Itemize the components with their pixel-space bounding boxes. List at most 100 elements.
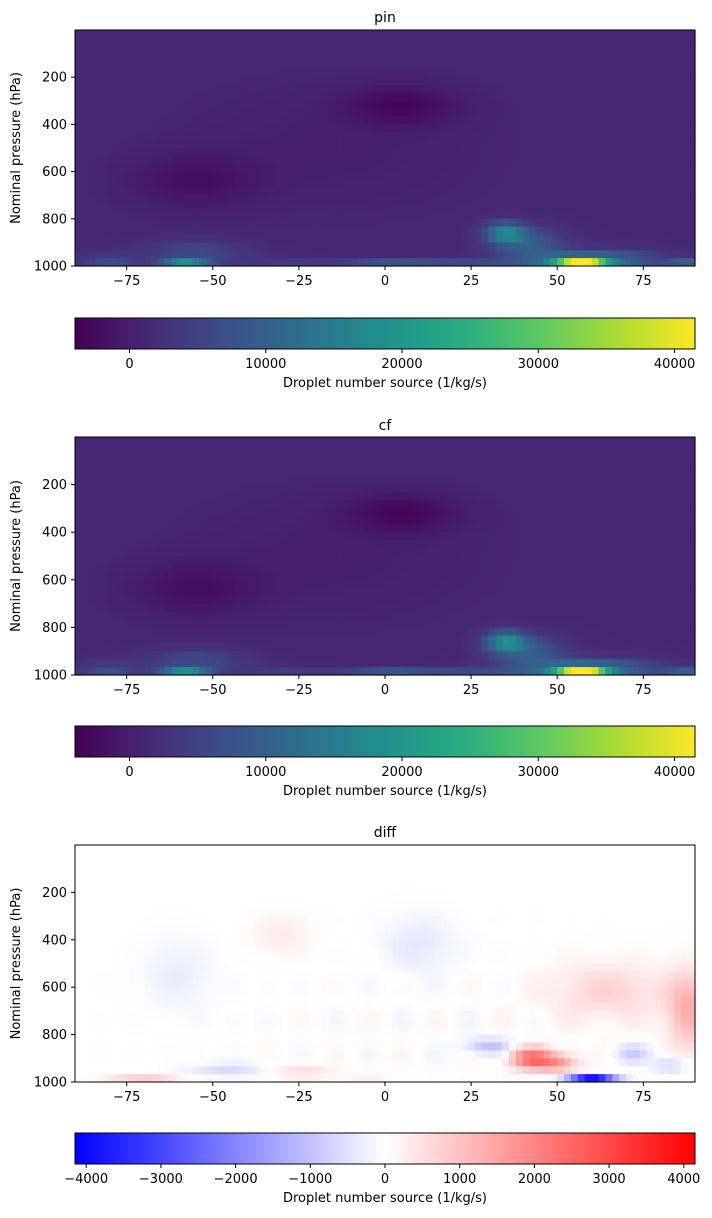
heatmap-cell: [336, 508, 345, 517]
heatmap-cell: [295, 595, 303, 605]
heatmap-cell: [453, 210, 462, 220]
heatmap-cell: [137, 492, 145, 502]
heatmap-cell: [577, 210, 586, 220]
heatmap-cell: [102, 85, 111, 94]
heatmap-cell: [247, 100, 255, 110]
heatmap-cell: [639, 611, 648, 621]
heatmap-cell: [639, 116, 648, 125]
heatmap-cell: [385, 100, 393, 110]
heatmap-cell: [281, 171, 290, 181]
heatmap-cell: [412, 468, 421, 478]
heatmap-cell: [254, 524, 262, 533]
heatmap-cell: [398, 619, 407, 628]
heatmap-cell: [646, 540, 655, 549]
heatmap-cell: [522, 187, 531, 196]
heatmap-cell: [495, 92, 503, 102]
heatmap-cell: [233, 611, 241, 621]
heatmap-cell: [109, 45, 117, 55]
heatmap-cell: [391, 508, 400, 517]
heatmap-cell: [550, 468, 558, 478]
heatmap-cell: [515, 476, 524, 486]
heatmap-cell: [564, 77, 572, 86]
heatmap-cell: [267, 250, 276, 259]
heatmap-cell: [474, 619, 483, 628]
heatmap-cell: [336, 500, 345, 509]
heatmap-cell: [571, 563, 579, 573]
heatmap-cell: [509, 132, 517, 141]
heatmap-cell: [81, 492, 90, 502]
heatmap-cell: [577, 508, 586, 517]
heatmap-cell: [550, 587, 558, 597]
heatmap-cell: [247, 563, 255, 573]
heatmap-cell: [536, 492, 545, 502]
heatmap-cell: [453, 140, 462, 149]
heatmap-cell: [302, 563, 310, 573]
heatmap-cell: [453, 163, 462, 173]
heatmap-cell: [564, 627, 572, 636]
heatmap-cell: [288, 163, 297, 173]
heatmap-cell: [584, 179, 593, 188]
heatmap-cell: [212, 484, 221, 494]
heatmap-cell: [336, 492, 345, 502]
heatmap-cell: [157, 242, 166, 251]
heatmap-cell: [205, 163, 214, 173]
heatmap-cell: [343, 69, 352, 78]
heatmap-cell: [577, 187, 586, 196]
heatmap-cell: [116, 92, 124, 102]
heatmap-cell: [515, 452, 524, 462]
heatmap-cell: [364, 108, 372, 118]
heatmap-cell: [681, 69, 689, 78]
heatmap-cell: [653, 203, 662, 212]
heatmap-cell: [261, 132, 269, 141]
heatmap-cell: [509, 140, 517, 149]
heatmap-cell: [550, 108, 558, 118]
heatmap-cell: [619, 516, 627, 525]
heatmap-cell: [247, 85, 255, 94]
heatmap-cell: [288, 210, 297, 220]
heatmap-cell: [185, 203, 193, 212]
heatmap-cell: [371, 195, 379, 204]
heatmap-cell: [667, 579, 675, 589]
heatmap-cell: [81, 148, 90, 157]
heatmap-cell: [577, 444, 586, 454]
heatmap-cell: [95, 484, 104, 494]
heatmap-cell: [226, 85, 235, 94]
heatmap-cell: [88, 45, 97, 55]
heatmap-cell: [350, 611, 359, 621]
heatmap-cell: [371, 210, 379, 220]
heatmap-cell: [391, 171, 400, 181]
heatmap-cell: [626, 468, 634, 478]
heatmap-cell: [274, 587, 283, 597]
heatmap-cell: [281, 234, 290, 243]
heatmap-cell: [619, 132, 627, 141]
heatmap-cell: [543, 532, 551, 541]
heatmap-cell: [288, 53, 297, 63]
heatmap-cell: [488, 226, 496, 236]
heatmap-cell: [343, 548, 352, 557]
heatmap-cell: [226, 500, 235, 509]
heatmap-cell: [688, 69, 696, 78]
heatmap-cell: [199, 77, 207, 86]
heatmap-cell: [350, 163, 359, 173]
heatmap-cell: [529, 548, 538, 557]
heatmap-cell: [515, 468, 524, 478]
heatmap-cell: [453, 187, 462, 196]
heatmap-cell: [598, 179, 607, 188]
heatmap-cell: [460, 77, 469, 86]
heatmap-cell: [261, 37, 269, 47]
heatmap-cell: [398, 45, 407, 55]
heatmap-cell: [543, 69, 551, 78]
heatmap-cell: [247, 92, 255, 102]
heatmap-cell: [212, 563, 221, 573]
heatmap-cell: [295, 556, 303, 565]
heatmap-cell: [267, 611, 276, 621]
heatmap-cell: [667, 587, 675, 597]
heatmap-cell: [219, 571, 228, 581]
heatmap-cell: [357, 619, 365, 628]
heatmap-cell: [433, 476, 441, 486]
heatmap-cell: [171, 45, 179, 55]
heatmap-cell: [605, 258, 613, 267]
heatmap-cell: [626, 500, 634, 509]
heatmap-cell: [164, 468, 173, 478]
heatmap-cell: [495, 579, 503, 589]
